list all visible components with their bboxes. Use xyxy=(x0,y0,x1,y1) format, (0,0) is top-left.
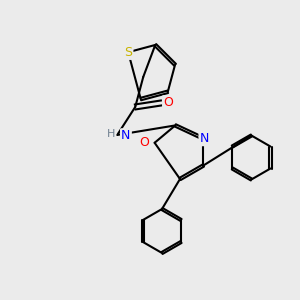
Text: S: S xyxy=(124,46,132,59)
Text: N: N xyxy=(121,130,130,142)
Text: H: H xyxy=(107,129,115,139)
Text: N: N xyxy=(200,132,209,145)
Text: O: O xyxy=(139,136,148,149)
Text: O: O xyxy=(163,97,173,110)
